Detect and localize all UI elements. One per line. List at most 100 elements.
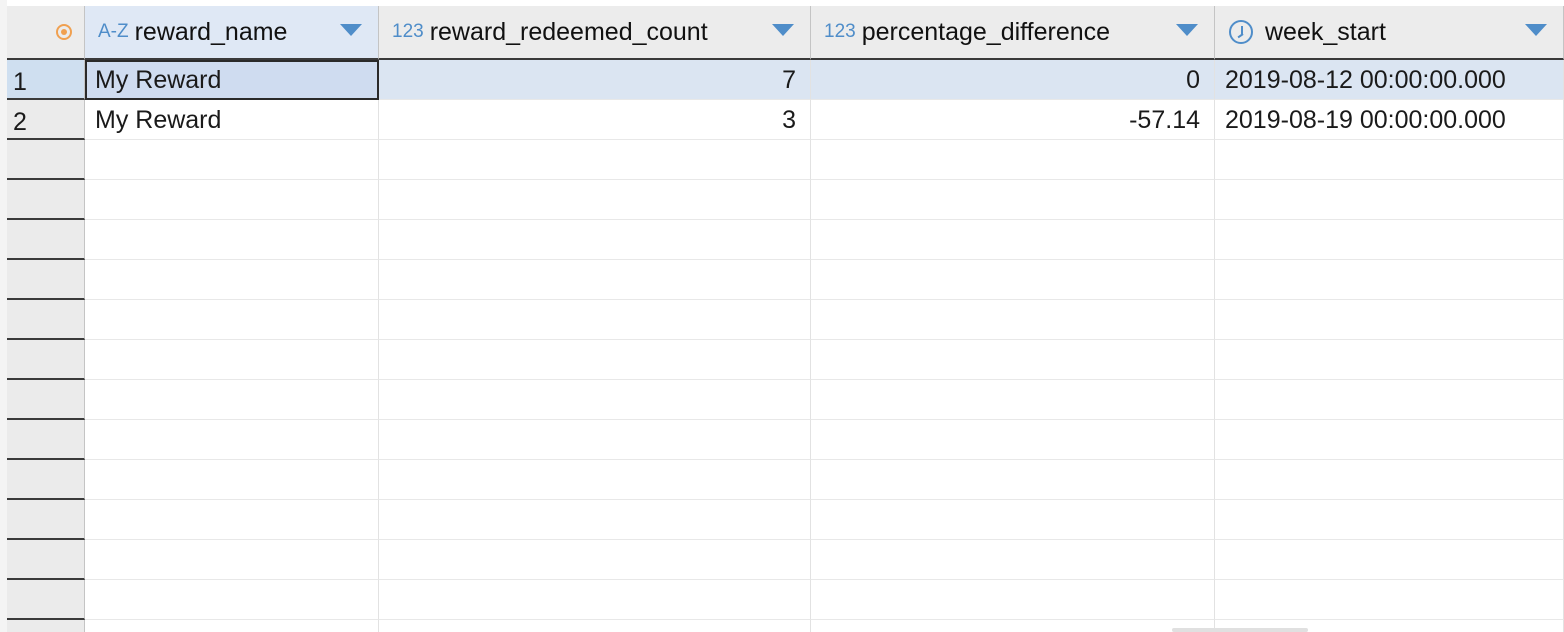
column-label: reward_redeemed_count xyxy=(429,17,708,46)
empty-cell xyxy=(811,300,1215,340)
empty-cell xyxy=(85,580,379,620)
column-header-reward-redeemed-count[interactable]: 123 reward_redeemed_count xyxy=(379,6,811,60)
row-number xyxy=(7,580,85,620)
empty-row xyxy=(7,580,1564,620)
column-filter-dropdown-icon[interactable] xyxy=(1176,24,1198,36)
empty-cell xyxy=(811,420,1215,460)
grid-body: 1 My Reward 7 0 2019-08-12 00:00:00.000 … xyxy=(7,60,1564,632)
empty-cell xyxy=(811,500,1215,540)
empty-cell xyxy=(85,260,379,300)
empty-cell xyxy=(811,140,1215,180)
empty-cell xyxy=(1215,220,1564,260)
grid-left-edge xyxy=(0,0,7,632)
cell-reward-name[interactable]: My Reward xyxy=(85,100,379,140)
number-type-icon: 123 xyxy=(824,21,856,42)
empty-row xyxy=(7,380,1564,420)
empty-cell xyxy=(811,260,1215,300)
select-all-corner[interactable] xyxy=(7,6,85,60)
record-target-icon xyxy=(55,24,72,40)
column-filter-dropdown-icon[interactable] xyxy=(340,24,362,36)
empty-cell xyxy=(1215,300,1564,340)
empty-cell xyxy=(379,140,811,180)
empty-row xyxy=(7,300,1564,340)
empty-row xyxy=(7,460,1564,500)
horizontal-scrollbar[interactable] xyxy=(1172,628,1308,632)
table-row[interactable]: 2 My Reward 3 -57.14 2019-08-19 00:00:00… xyxy=(7,100,1564,140)
empty-cell xyxy=(379,380,811,420)
empty-cell xyxy=(379,580,811,620)
empty-cell xyxy=(1215,580,1564,620)
row-number xyxy=(7,140,85,180)
empty-row xyxy=(7,540,1564,580)
empty-cell xyxy=(85,340,379,380)
empty-row xyxy=(7,340,1564,380)
text-type-icon: A-Z xyxy=(98,21,129,42)
row-number xyxy=(7,220,85,260)
empty-cell xyxy=(85,500,379,540)
column-label: reward_name xyxy=(134,17,288,46)
empty-cell xyxy=(379,420,811,460)
number-type-icon: 123 xyxy=(392,21,424,42)
row-number[interactable]: 2 xyxy=(7,100,85,140)
column-label: week_start xyxy=(1265,17,1386,46)
cell-reward-redeemed-count[interactable]: 7 xyxy=(379,60,811,100)
empty-cell xyxy=(811,220,1215,260)
empty-cell xyxy=(85,380,379,420)
column-header-week-start[interactable]: week_start xyxy=(1215,6,1564,60)
empty-cell xyxy=(85,460,379,500)
row-number xyxy=(7,620,85,632)
empty-cell xyxy=(811,180,1215,220)
empty-cell xyxy=(379,620,811,632)
empty-row xyxy=(7,420,1564,460)
column-label: percentage_difference xyxy=(861,17,1111,46)
empty-cell xyxy=(85,420,379,460)
row-number xyxy=(7,460,85,500)
empty-cell xyxy=(379,260,811,300)
empty-cell xyxy=(811,540,1215,580)
empty-cell xyxy=(1215,260,1564,300)
row-number xyxy=(7,420,85,460)
column-header-reward-name[interactable]: A-Z reward_name xyxy=(85,6,379,60)
empty-cell xyxy=(811,620,1215,632)
empty-cell xyxy=(811,460,1215,500)
column-header-percentage-difference[interactable]: 123 percentage_difference xyxy=(811,6,1215,60)
empty-cell xyxy=(379,340,811,380)
column-filter-dropdown-icon[interactable] xyxy=(1525,24,1547,36)
cell-reward-name[interactable]: My Reward xyxy=(85,60,379,100)
row-number xyxy=(7,340,85,380)
cell-week-start[interactable]: 2019-08-19 00:00:00.000 xyxy=(1215,100,1564,140)
empty-cell xyxy=(379,540,811,580)
empty-row xyxy=(7,620,1564,632)
empty-cell xyxy=(1215,540,1564,580)
row-number xyxy=(7,180,85,220)
empty-cell xyxy=(85,540,379,580)
cell-percentage-difference[interactable]: 0 xyxy=(811,60,1215,100)
empty-cell xyxy=(379,500,811,540)
empty-cell xyxy=(811,580,1215,620)
cell-week-start[interactable]: 2019-08-12 00:00:00.000 xyxy=(1215,60,1564,100)
empty-cell xyxy=(1215,420,1564,460)
row-number xyxy=(7,500,85,540)
empty-cell xyxy=(1215,340,1564,380)
empty-cell xyxy=(1215,140,1564,180)
table-row[interactable]: 1 My Reward 7 0 2019-08-12 00:00:00.000 xyxy=(7,60,1564,100)
empty-cell xyxy=(379,220,811,260)
row-number xyxy=(7,380,85,420)
empty-cell xyxy=(811,380,1215,420)
cell-percentage-difference[interactable]: -57.14 xyxy=(811,100,1215,140)
column-filter-dropdown-icon[interactable] xyxy=(772,24,794,36)
grid-header: A-Z reward_name 123 reward_redeemed_coun… xyxy=(7,6,1564,60)
empty-cell xyxy=(1215,380,1564,420)
empty-cell xyxy=(1215,460,1564,500)
empty-cell xyxy=(85,300,379,340)
empty-cell xyxy=(1215,180,1564,220)
row-number xyxy=(7,300,85,340)
empty-cell xyxy=(85,140,379,180)
empty-row xyxy=(7,180,1564,220)
empty-cell xyxy=(85,180,379,220)
cell-reward-redeemed-count[interactable]: 3 xyxy=(379,100,811,140)
empty-cell xyxy=(379,300,811,340)
row-number xyxy=(7,540,85,580)
row-number[interactable]: 1 xyxy=(7,60,85,100)
clock-icon xyxy=(1229,20,1253,44)
